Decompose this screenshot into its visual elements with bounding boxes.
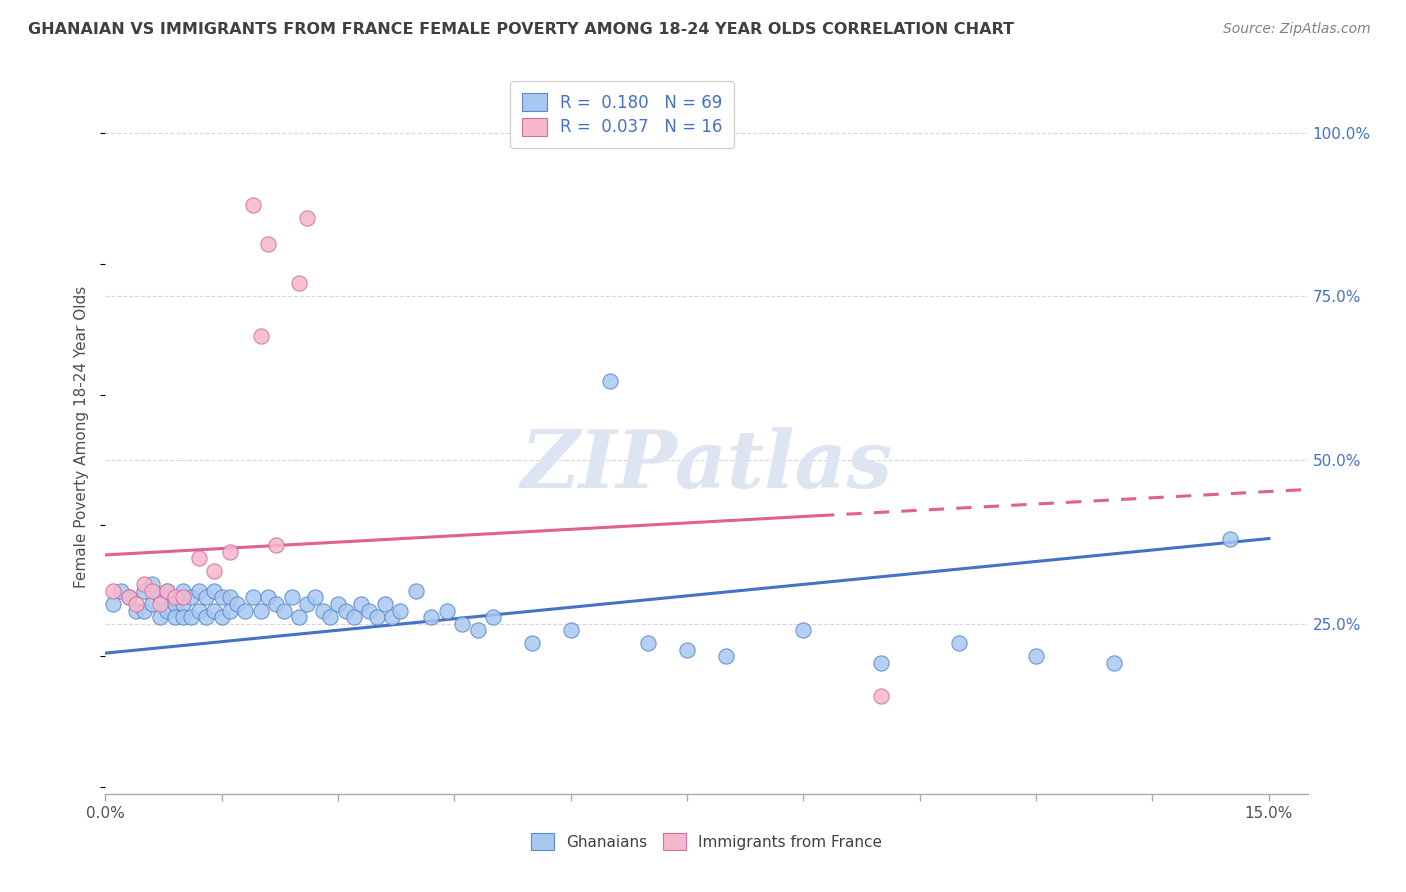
- Point: [165, 591, 187, 605]
- Point: [1102, 656, 1125, 670]
- Point: [134, 603, 156, 617]
- Point: [218, 603, 240, 617]
- Point: [1219, 532, 1241, 546]
- Point: [350, 597, 373, 611]
- Y-axis label: Female Poverty Among 18-24 Year Olds: Female Poverty Among 18-24 Year Olds: [75, 286, 90, 588]
- Point: [948, 636, 970, 650]
- Point: [149, 591, 172, 605]
- Point: [172, 597, 194, 611]
- Point: [420, 610, 443, 624]
- Point: [870, 656, 893, 670]
- Point: [195, 610, 218, 624]
- Point: [180, 610, 202, 624]
- Point: [343, 610, 366, 624]
- Point: [156, 583, 179, 598]
- Point: [335, 603, 357, 617]
- Point: [599, 375, 621, 389]
- Point: [280, 591, 302, 605]
- Point: [156, 583, 179, 598]
- Point: [187, 551, 209, 566]
- Point: [288, 277, 311, 291]
- Point: [125, 597, 148, 611]
- Point: [792, 624, 814, 638]
- Point: [264, 597, 287, 611]
- Point: [134, 577, 156, 591]
- Point: [118, 591, 141, 605]
- Point: [195, 591, 218, 605]
- Text: ZIPatlas: ZIPatlas: [520, 427, 893, 504]
- Text: GHANAIAN VS IMMIGRANTS FROM FRANCE FEMALE POVERTY AMONG 18-24 YEAR OLDS CORRELAT: GHANAIAN VS IMMIGRANTS FROM FRANCE FEMAL…: [28, 22, 1014, 37]
- Point: [366, 610, 388, 624]
- Point: [249, 603, 271, 617]
- Point: [165, 597, 187, 611]
- Point: [202, 564, 225, 578]
- Point: [436, 603, 458, 617]
- Point: [187, 603, 209, 617]
- Point: [156, 603, 179, 617]
- Point: [257, 236, 280, 251]
- Point: [149, 597, 172, 611]
- Point: [319, 610, 342, 624]
- Point: [242, 197, 264, 211]
- Point: [211, 591, 233, 605]
- Point: [326, 597, 349, 611]
- Text: Source: ZipAtlas.com: Source: ZipAtlas.com: [1223, 22, 1371, 37]
- Point: [264, 538, 287, 552]
- Point: [233, 603, 256, 617]
- Point: [389, 603, 412, 617]
- Point: [381, 610, 404, 624]
- Point: [141, 583, 163, 598]
- Point: [311, 603, 333, 617]
- Point: [141, 577, 163, 591]
- Point: [249, 328, 271, 343]
- Point: [218, 591, 240, 605]
- Point: [103, 597, 125, 611]
- Point: [374, 597, 396, 611]
- Point: [359, 603, 381, 617]
- Point: [714, 649, 737, 664]
- Point: [149, 610, 172, 624]
- Point: [165, 610, 187, 624]
- Point: [202, 603, 225, 617]
- Point: [288, 610, 311, 624]
- Point: [560, 624, 582, 638]
- Point: [257, 591, 280, 605]
- Point: [172, 583, 194, 598]
- Point: [211, 610, 233, 624]
- Point: [226, 597, 249, 611]
- Point: [141, 597, 163, 611]
- Legend: Ghanaians, Immigrants from France: Ghanaians, Immigrants from France: [523, 826, 890, 857]
- Point: [187, 583, 209, 598]
- Point: [405, 583, 427, 598]
- Point: [218, 544, 240, 558]
- Point: [172, 610, 194, 624]
- Point: [637, 636, 659, 650]
- Point: [125, 603, 148, 617]
- Point: [676, 643, 699, 657]
- Point: [134, 583, 156, 598]
- Point: [467, 624, 489, 638]
- Point: [482, 610, 505, 624]
- Point: [451, 616, 474, 631]
- Point: [295, 211, 318, 225]
- Point: [110, 583, 132, 598]
- Point: [103, 583, 125, 598]
- Point: [242, 591, 264, 605]
- Point: [118, 591, 141, 605]
- Point: [870, 689, 893, 703]
- Point: [172, 591, 194, 605]
- Point: [273, 603, 295, 617]
- Point: [1025, 649, 1047, 664]
- Point: [202, 583, 225, 598]
- Point: [304, 591, 326, 605]
- Point: [295, 597, 318, 611]
- Point: [180, 591, 202, 605]
- Point: [520, 636, 543, 650]
